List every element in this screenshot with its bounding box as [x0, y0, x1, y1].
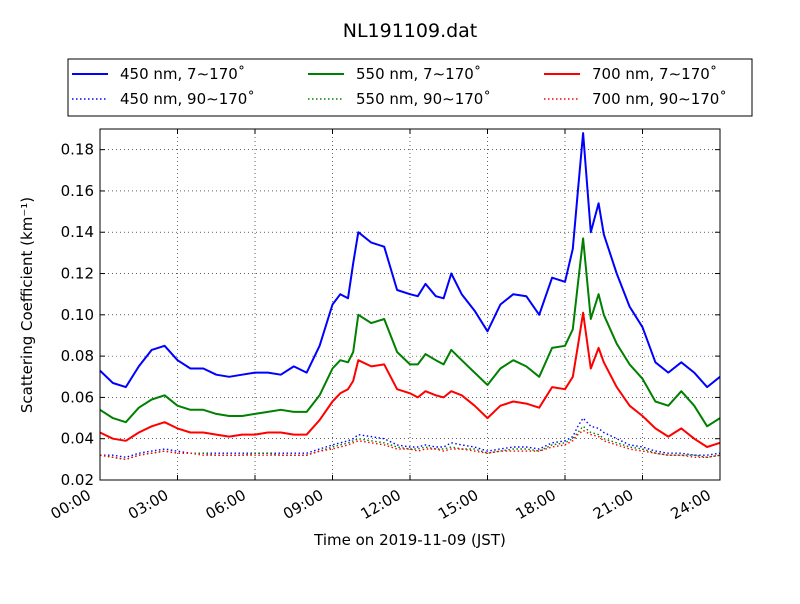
y-tick-label: 0.12: [61, 265, 94, 283]
x-axis-label: Time on 2019-11-09 (JST): [313, 531, 506, 549]
y-tick-label: 0.14: [61, 223, 94, 241]
legend-entries: 450 nm, 7∼170˚ 550 nm, 7∼170˚ 700 nm, 7∼17…: [72, 65, 727, 108]
legend: 450 nm, 7∼170˚ 550 nm, 7∼170˚ 700 nm, 7∼17…: [67, 58, 753, 117]
legend-label: 550 nm, 7∼170˚: [356, 65, 481, 83]
series-line-2: [99, 311, 721, 448]
legend-label: 450 nm, 90∼170˚: [120, 90, 255, 108]
y-tick-label: 0.18: [61, 141, 94, 159]
series-layer: [99, 132, 721, 461]
series-line-5: [99, 429, 721, 461]
plot-area: 00:00 03:00 06:00 09:00 12:00 15:00 18:00 21:00…: [48, 128, 721, 523]
legend-label: 700 nm, 90∼170˚: [592, 90, 727, 108]
y-tick-label: 0.04: [61, 430, 94, 448]
series-line-3: [100, 417, 721, 458]
y-tick-label: 0.02: [61, 471, 94, 489]
y-tick-label: 0.10: [61, 306, 94, 324]
series-line-1: [99, 237, 721, 428]
legend-label: 450 nm, 7∼170˚: [120, 65, 245, 83]
y-tick-label: 0.08: [61, 347, 94, 365]
legend-label: 550 nm, 90∼170˚: [356, 90, 491, 108]
legend-box: [67, 58, 753, 117]
series-line-0: [99, 132, 721, 389]
legend-label: 700 nm, 7∼170˚: [592, 65, 717, 83]
chart-title: NL191109.dat: [343, 20, 478, 42]
y-tick-label: 0.16: [61, 182, 94, 200]
y-tick-label: 0.06: [61, 388, 94, 406]
y-axis-label: Scattering Coefficient (km⁻¹): [18, 197, 36, 413]
y-axis-ticks: 0.02 0.04 0.06 0.08 0.10 0.12 0.14 0.16 0.18: [61, 141, 720, 489]
